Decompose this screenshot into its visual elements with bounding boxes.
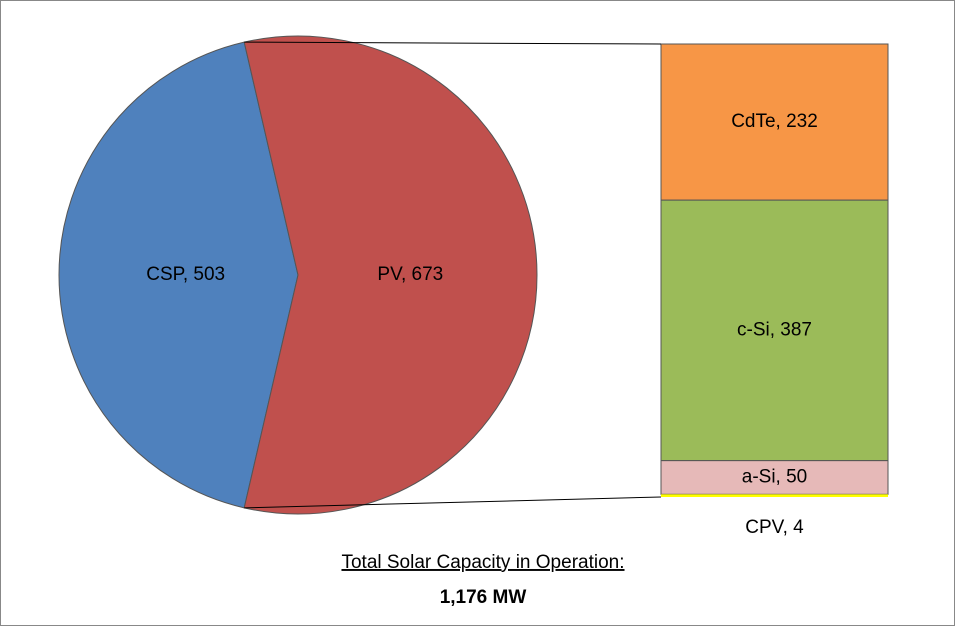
segment-label: a-Si, 50 xyxy=(742,466,807,487)
slice-label: CSP, 503 xyxy=(146,264,225,285)
pie-slice xyxy=(243,35,538,515)
bar-segment xyxy=(660,199,889,462)
slice-label: PV, 673 xyxy=(377,264,443,285)
segment-label: c-Si, 387 xyxy=(737,319,812,340)
chart-subtitle: 1,176 MW xyxy=(440,587,527,608)
segment-label: CPV, 4 xyxy=(745,517,804,538)
bar-segment xyxy=(660,460,889,495)
connector-line xyxy=(244,496,662,509)
segment-label: CdTe, 232 xyxy=(731,111,818,132)
bar-segment xyxy=(661,494,888,497)
connector-line xyxy=(244,41,662,45)
pie-slice xyxy=(58,41,299,509)
chart-title: Total Solar Capacity in Operation: xyxy=(341,552,624,573)
